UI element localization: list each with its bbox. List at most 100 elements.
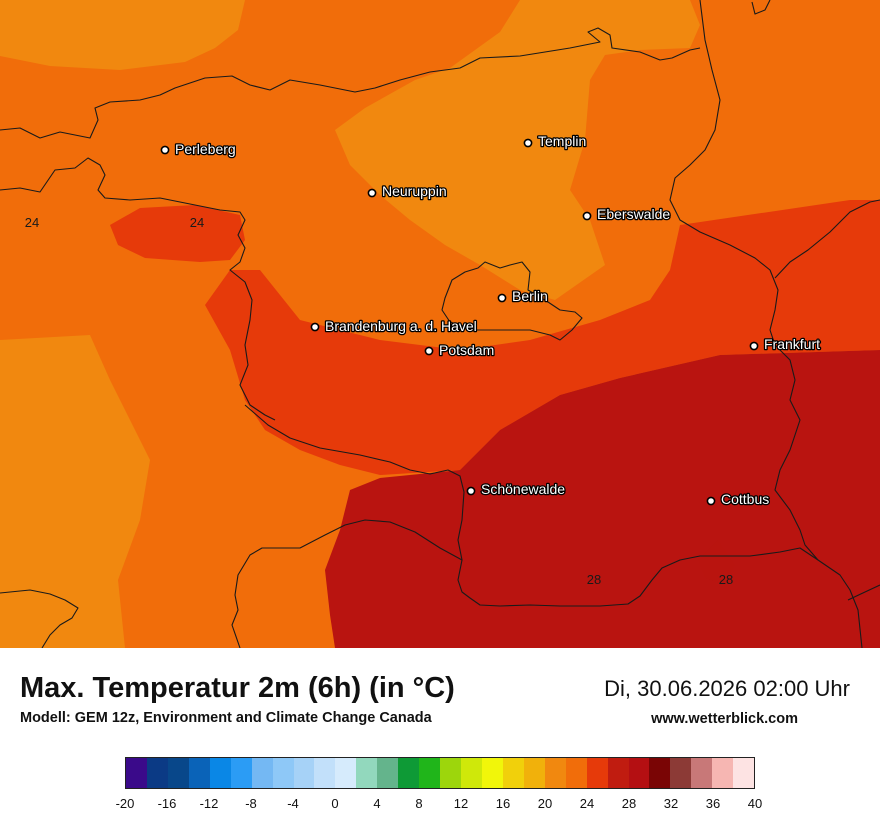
color-scale-ticks: -20 -16 -12 -8 -4 0 4 8 12 16 20 24 28 32 36 40: [116, 796, 763, 814]
city-dot: [706, 496, 716, 506]
scale-swatch: [649, 758, 671, 788]
band-20-22-east: [335, 0, 700, 300]
scale-swatch: [126, 758, 147, 788]
border-west-altmark: [0, 157, 276, 421]
temperature-map: 24 24 28 28 Perleberg Templin Neuruppin …: [0, 0, 880, 648]
scale-tick-label: 0: [331, 796, 339, 811]
city-label: Neuruppin: [382, 183, 447, 199]
forecast-datetime: Di, 30.06.2026 02:00 Uhr: [604, 676, 850, 701]
city-dot: [497, 293, 507, 303]
scale-swatch: [712, 758, 734, 788]
band-24-26: [205, 200, 880, 475]
scale-swatch: [230, 758, 252, 788]
scale-swatch: [209, 758, 231, 788]
city-dot: [523, 138, 533, 148]
city-dot: [466, 486, 476, 496]
city-cottbus: Cottbus: [706, 490, 771, 508]
scale-tick-label: -8: [245, 796, 257, 811]
scale-swatch: [670, 758, 692, 788]
city-dot: [160, 145, 170, 155]
band-26-28: [325, 350, 880, 648]
scale-swatch: [419, 758, 441, 788]
color-scale: [125, 757, 755, 789]
scale-swatch: [356, 758, 378, 788]
city-label: Potsdam: [439, 342, 494, 358]
border-south-saxony: [244, 404, 819, 607]
city-dot: [749, 341, 759, 351]
scale-tick-label: 40: [747, 796, 763, 811]
scale-swatch: [440, 758, 461, 788]
scale-swatch: [188, 758, 210, 788]
city-label: Perleberg: [175, 141, 236, 157]
isoline-label: 28: [719, 572, 733, 587]
scale-swatch: [167, 758, 189, 788]
border-north: [0, 27, 701, 139]
city-perleberg: Perleberg: [160, 140, 237, 158]
map-title: Max. Temperatur 2m (6h) (in °C): [20, 672, 455, 704]
border-east-oder: [669, 0, 863, 648]
city-label: Eberswalde: [597, 206, 670, 222]
scale-tick-label: 20: [537, 796, 553, 811]
scale-swatch: [733, 758, 755, 788]
city-neuruppin: Neuruppin: [367, 182, 448, 200]
scale-swatch: [523, 758, 545, 788]
city-label: Frankfurt: [764, 336, 820, 352]
scale-tick-label: 12: [453, 796, 469, 811]
city-templin: Templin: [523, 132, 588, 150]
city-dot: [310, 322, 320, 332]
city-label: Schönewalde: [481, 481, 565, 497]
scale-tick-label: -16: [157, 796, 177, 811]
city-frankfurt: Frankfurt: [749, 335, 821, 353]
scale-swatch: [691, 758, 713, 788]
scale-tick-label: 16: [495, 796, 511, 811]
scale-swatch: [586, 758, 608, 788]
isoline-label: 24: [190, 215, 204, 230]
scale-tick-label: -20: [115, 796, 135, 811]
scale-tick-label: -12: [199, 796, 219, 811]
city-label: Brandenburg a. d. Havel: [325, 318, 477, 334]
isoline-label: 24: [25, 215, 39, 230]
border-berlin: [441, 261, 583, 341]
band-20-22-west: [0, 335, 150, 648]
city-dot: [367, 188, 377, 198]
band-24-26-west-patch: [110, 205, 245, 262]
scale-tick-label: 28: [621, 796, 637, 811]
scale-tick-label: 36: [705, 796, 721, 811]
scale-swatch: [481, 758, 503, 788]
city-label: Berlin: [512, 288, 548, 304]
scale-tick-label: 8: [415, 796, 423, 811]
scale-swatch: [293, 758, 315, 788]
scale-swatch: [461, 758, 482, 788]
scale-swatch: [628, 758, 650, 788]
border-east-branch: [774, 199, 880, 601]
website-link[interactable]: www.wetterblick.com: [651, 711, 798, 727]
scale-swatch: [314, 758, 336, 788]
scale-swatch: [146, 758, 168, 788]
scale-swatch: [335, 758, 357, 788]
city-dot: [424, 346, 434, 356]
border-south-west: [0, 519, 463, 648]
scale-tick-label: -4: [287, 796, 299, 811]
city-dot: [582, 211, 592, 221]
scale-tick-label: 32: [663, 796, 679, 811]
city-brandenburg: Brandenburg a. d. Havel: [310, 317, 478, 335]
border-lines: [0, 0, 880, 648]
scale-swatch: [272, 758, 294, 788]
band-20-22-north: [0, 0, 245, 70]
scale-swatch: [377, 758, 399, 788]
scale-swatch: [251, 758, 273, 788]
city-markers: Perleberg Templin Neuruppin Eberswalde B…: [160, 132, 821, 508]
city-label: Cottbus: [721, 491, 769, 507]
scale-swatch: [607, 758, 629, 788]
scale-tick-label: 24: [579, 796, 595, 811]
model-info: Modell: GEM 12z, Environment and Climate…: [20, 710, 432, 726]
scale-swatch: [544, 758, 566, 788]
scale-swatch: [398, 758, 420, 788]
city-potsdam: Potsdam: [424, 341, 496, 359]
city-label: Templin: [538, 133, 586, 149]
city-eberswalde: Eberswalde: [582, 205, 672, 223]
city-schoenewalde: Schönewalde: [466, 480, 567, 498]
footer: Max. Temperatur 2m (6h) (in °C) Modell: …: [0, 648, 880, 830]
scale-swatch: [502, 758, 524, 788]
isoline-label: 28: [587, 572, 601, 587]
